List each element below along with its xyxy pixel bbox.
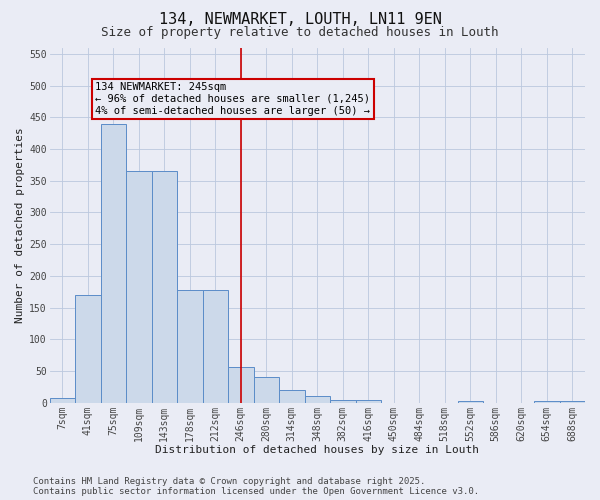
Bar <box>152 171 177 403</box>
Bar <box>305 396 330 403</box>
Bar <box>279 390 305 403</box>
Title: 134, NEWMARKET, LOUTH, LN11 9EN
Size of property relative to detached houses in : 134, NEWMARKET, LOUTH, LN11 9EN Size of … <box>0 499 1 500</box>
Bar <box>228 366 254 403</box>
Bar <box>50 398 75 403</box>
Bar <box>534 401 560 403</box>
Y-axis label: Number of detached properties: Number of detached properties <box>15 128 25 323</box>
Bar <box>560 401 585 403</box>
Bar <box>330 400 356 403</box>
Bar <box>356 400 381 403</box>
Text: Contains HM Land Registry data © Crown copyright and database right 2025.
Contai: Contains HM Land Registry data © Crown c… <box>33 476 479 496</box>
Bar <box>75 295 101 403</box>
Bar <box>101 124 126 403</box>
Bar <box>254 378 279 403</box>
Bar <box>126 171 152 403</box>
Bar <box>458 401 483 403</box>
X-axis label: Distribution of detached houses by size in Louth: Distribution of detached houses by size … <box>155 445 479 455</box>
Text: Size of property relative to detached houses in Louth: Size of property relative to detached ho… <box>101 26 499 39</box>
Text: 134, NEWMARKET, LOUTH, LN11 9EN: 134, NEWMARKET, LOUTH, LN11 9EN <box>158 12 442 28</box>
Bar <box>177 290 203 403</box>
Bar <box>203 290 228 403</box>
Text: 134 NEWMARKET: 245sqm
← 96% of detached houses are smaller (1,245)
4% of semi-de: 134 NEWMARKET: 245sqm ← 96% of detached … <box>95 82 370 116</box>
